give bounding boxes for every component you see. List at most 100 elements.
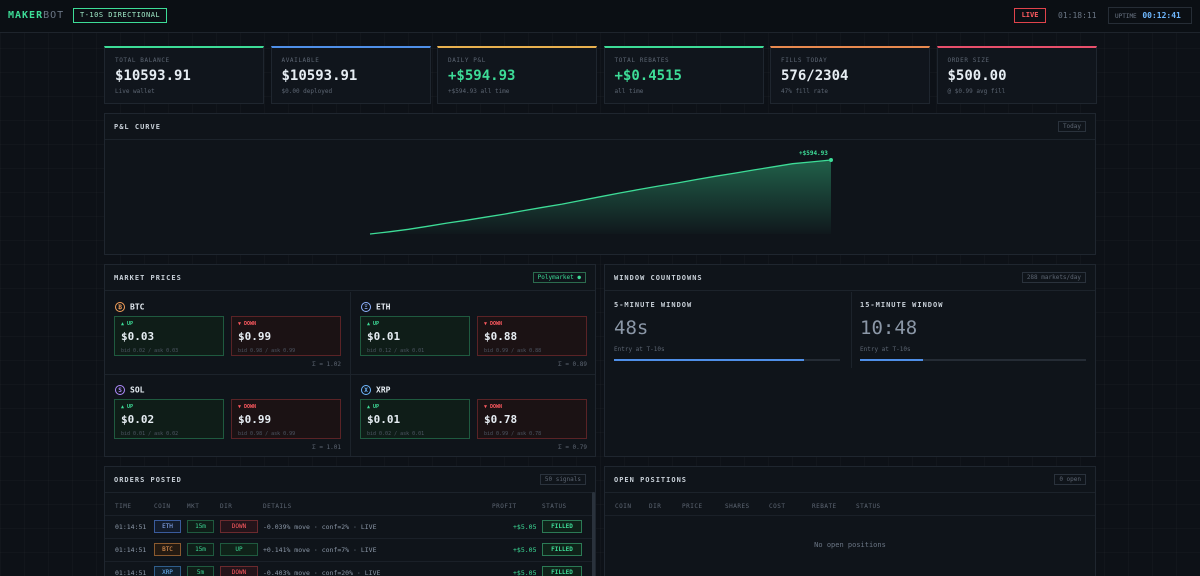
coin-btc-icon: ₿ [115, 302, 125, 312]
up-price-box[interactable]: ▲ UP $0.03 bid 0.02 / ask 0.03 [114, 316, 224, 356]
fifteen-minute-progress-fill [860, 359, 924, 361]
daily-pnl-value: +$594.93 [448, 68, 516, 84]
fills-today-subtext: 47% fill rate [781, 88, 828, 95]
total-rebates-value: +$0.4515 [614, 68, 682, 84]
up-bid-ask: bid 0.02 / ask 0.01 [367, 431, 425, 437]
total-rebates-subtext: all time [614, 88, 644, 95]
strategy-badge[interactable]: T-10S DIRECTIONAL [73, 8, 168, 23]
daily-pnl-label: DAILY P&L [448, 57, 486, 64]
pnl-range-tag[interactable]: Today [1057, 121, 1086, 132]
order-details: -0.403% move · conf=20% · LIVE [263, 569, 381, 576]
live-status-badge[interactable]: LIVE [1014, 8, 1046, 23]
order-details: -0.039% move · conf=2% · LIVE [263, 523, 377, 531]
daily-pnl-subtext: +$594.93 all time [448, 88, 510, 95]
order-size-subtext: @ $0.99 avg fill [947, 88, 1006, 95]
orders-scrollbar[interactable] [592, 492, 595, 576]
uptime-display: UPTIME 00:12:41 [1108, 7, 1192, 24]
market-cell-xrp: X XRP ▲ UP $0.01 bid 0.02 / ask 0.01 ▼ DOWN $0… [351, 375, 596, 457]
order-size-value: $500.00 [947, 68, 1007, 84]
market-prices-panel: MARKET PRICES Polymarket ● ₿ BTC ▲ UP $0.03… [104, 264, 596, 457]
down-price-box[interactable]: ▼ DOWN $0.99 bid 0.98 / ask 0.99 [231, 316, 341, 356]
market-cell-eth: Ξ ETH ▲ UP $0.01 bid 0.12 / ask 0.01 ▼ DOWN $0… [351, 292, 596, 374]
price-sum: Σ = 1.02 [312, 361, 341, 368]
down-bid-ask: bid 0.99 / ask 0.88 [484, 348, 542, 354]
daily-pnl-card: DAILY P&L +$594.93 +$594.93 all time [437, 46, 597, 104]
five-minute-progress-track [614, 359, 840, 361]
up-price-box[interactable]: ▲ UP $0.01 bid 0.12 / ask 0.01 [360, 316, 470, 356]
top-bar: MAKERBOT T-10S DIRECTIONAL LIVE 01:18:11… [0, 0, 1200, 33]
orders-col-dir: DIR [220, 503, 233, 510]
order-size-label: ORDER SIZE [947, 57, 990, 64]
down-price-box[interactable]: ▼ DOWN $0.78 bid 0.99 / ask 0.78 [477, 399, 587, 439]
uptime-value: 00:12:41 [1142, 11, 1181, 20]
total-balance-card: TOTAL BALANCE $10593.91 Live wallet [104, 46, 264, 104]
positions-col-shares: SHARES [725, 503, 750, 510]
positions-header-divider [605, 515, 1095, 516]
order-direction-chip: DOWN [220, 566, 258, 576]
pnl-panel-header: P&L CURVE Today [105, 114, 1095, 140]
order-direction-chip: DOWN [220, 520, 258, 533]
pnl-point [829, 158, 833, 162]
order-status-badge: FILLED [542, 543, 582, 556]
down-label: ▼ DOWN [484, 321, 503, 327]
total-balance-value: $10593.91 [115, 68, 191, 84]
table-row[interactable]: 01:14:51 XRP 5m DOWN -0.403% move · conf=20%… [105, 561, 593, 576]
positions-col-dir: DIR [649, 503, 662, 510]
countdowns-panel-header: WINDOW COUNTDOWNS 288 markets/day [605, 265, 1095, 291]
positions-col-coin: COIN [615, 503, 632, 510]
pnl-line [369, 159, 832, 235]
up-bid-ask: bid 0.02 / ask 0.03 [121, 348, 179, 354]
order-status-badge: FILLED [542, 566, 582, 576]
order-direction-chip: UP [220, 543, 258, 556]
up-label: ▲ UP [121, 404, 134, 410]
up-price-box[interactable]: ▲ UP $0.01 bid 0.02 / ask 0.01 [360, 399, 470, 439]
available-card: AVAILABLE $10593.91 $0.00 deployed [270, 46, 431, 104]
up-price: $0.01 [367, 413, 401, 426]
positions-title: OPEN POSITIONS [614, 476, 688, 484]
positions-col-status: STATUS [856, 503, 881, 510]
pnl-title: P&L CURVE [114, 123, 161, 131]
open-positions-panel: OPEN POSITIONS 0 open COIN DIR PRICE SHARES… [604, 466, 1096, 576]
up-price-box[interactable]: ▲ UP $0.02 bid 0.01 / ask 0.02 [114, 399, 224, 439]
price-sum: Σ = 0.89 [558, 361, 587, 368]
up-price: $0.03 [121, 330, 155, 343]
order-market-chip: 5m [187, 566, 214, 576]
fifteen-minute-window-label: 15-MINUTE WINDOW [860, 301, 944, 309]
clock: 01:18:11 [1058, 11, 1097, 20]
positions-col-price: PRICE [682, 503, 703, 510]
uptime-label: UPTIME [1115, 13, 1137, 20]
order-time: 01:14:51 [115, 523, 147, 531]
order-profit: +$5.05 [513, 523, 537, 531]
orders-col-coin: COIN [154, 503, 171, 510]
empty-positions-message: No open positions [814, 541, 886, 549]
order-time: 01:14:51 [115, 569, 147, 576]
positions-col-cost: COST [769, 503, 786, 510]
up-bid-ask: bid 0.01 / ask 0.02 [121, 431, 179, 437]
available-label: AVAILABLE [281, 57, 320, 64]
up-label: ▲ UP [121, 321, 134, 327]
down-bid-ask: bid 0.98 / ask 0.99 [238, 348, 296, 354]
fifteen-minute-countdown: 10:48 [860, 317, 918, 339]
five-minute-countdown: 48s [614, 317, 649, 339]
positions-panel-header: OPEN POSITIONS 0 open [605, 467, 1095, 493]
orders-col-status: STATUS [542, 503, 567, 510]
fills-today-label: FILLS TODAY [781, 57, 828, 64]
coin-header: S SOL [115, 385, 144, 395]
coin-symbol: XRP [376, 385, 391, 395]
market-source-tag[interactable]: Polymarket ● [532, 272, 586, 283]
down-price-box[interactable]: ▼ DOWN $0.88 bid 0.99 / ask 0.88 [477, 316, 587, 356]
positions-col-rebate: REBATE [812, 503, 837, 510]
coin-symbol: SOL [130, 385, 145, 395]
fifteen-minute-entry-note: Entry at T-10s [860, 346, 911, 353]
market-divider-horizontal [105, 374, 595, 375]
available-subtext: $0.00 deployed [281, 88, 333, 95]
table-row[interactable]: 01:14:51 ETH 15m DOWN -0.039% move · conf=2%… [105, 515, 593, 537]
order-size-card: ORDER SIZE $500.00 @ $0.99 avg fill [936, 46, 1097, 104]
down-price: $0.78 [484, 413, 518, 426]
down-price: $0.99 [238, 330, 272, 343]
table-row[interactable]: 01:14:51 BTC 15m UP +0.141% move · conf=7% ·… [105, 538, 593, 560]
coin-xrp-icon: X [361, 385, 371, 395]
down-price-box[interactable]: ▼ DOWN $0.99 bid 0.98 / ask 0.99 [231, 399, 341, 439]
brand-name-primary: MAKER [8, 10, 44, 21]
coin-symbol: ETH [376, 302, 391, 312]
